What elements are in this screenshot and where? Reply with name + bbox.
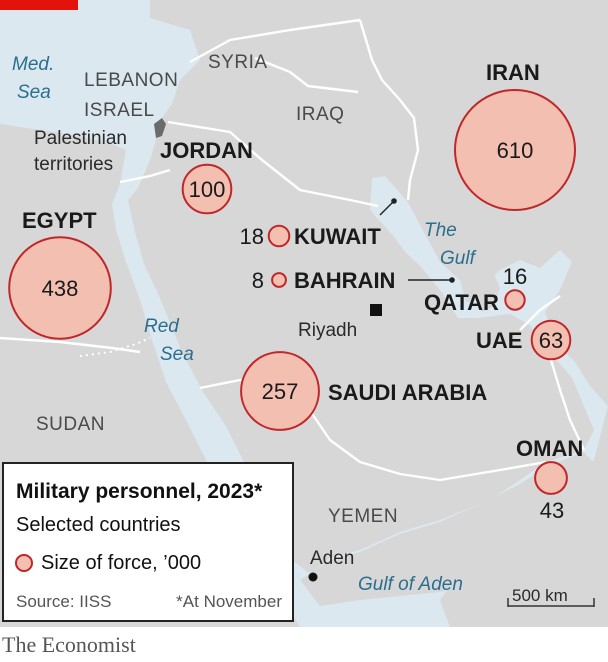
value-egypt: 438 [42, 276, 79, 301]
label-palestinian-1: Palestinian [34, 128, 127, 149]
value-oman: 43 [540, 498, 564, 523]
bubble-kuwait [267, 224, 291, 248]
value-saudi-arabia: 257 [262, 379, 299, 404]
aden-marker [308, 572, 318, 582]
bubble-saudi-arabia [240, 351, 320, 431]
bubble-qatar [504, 289, 526, 311]
label-sudan: SUDAN [36, 414, 105, 435]
label-palestinian-2: territories [34, 154, 113, 175]
legend-subtitle: Selected countries [16, 514, 181, 536]
disputed-border [79, 337, 151, 357]
value-kuwait: 18 [240, 224, 264, 249]
label-red-sea-1: Red [144, 316, 180, 337]
bubble-jordan [181, 163, 233, 215]
economist-red-tab [0, 0, 78, 10]
value-iran: 610 [497, 138, 534, 163]
label-qatar: QATAR [424, 290, 499, 315]
label-red-sea-2: Sea [160, 344, 194, 365]
land-yemen [300, 452, 608, 606]
riyadh-marker [370, 304, 382, 316]
label-israel: ISRAEL [84, 100, 155, 121]
label-lebanon: LEBANON [84, 70, 178, 91]
label-gulf-of-aden: Gulf of Aden [358, 574, 463, 595]
label-saudi-arabia: SAUDI ARABIA [328, 380, 487, 405]
value-qatar: 16 [503, 264, 527, 289]
palestinian-territories-shape [154, 118, 166, 138]
label-bahrain: BAHRAIN [294, 268, 395, 293]
label-uae: UAE [476, 328, 522, 353]
legend-title: Military personnel, 2023* [16, 480, 263, 503]
label-egypt: EGYPT [22, 208, 97, 233]
legend-key-label: Size of force, ’000 [41, 552, 202, 574]
legend-circle-icon [15, 554, 33, 572]
value-jordan: 100 [189, 177, 226, 202]
label-jordan: JORDAN [160, 138, 253, 163]
economist-logo: The Economist [2, 632, 136, 657]
bahrain-leader-dot [449, 277, 455, 283]
bubble-uae [530, 319, 572, 361]
legend-source: Source: IISS [16, 592, 112, 611]
kuwait-leader-dot [391, 198, 397, 204]
label-oman: OMAN [516, 436, 583, 461]
label-syria: SYRIA [208, 52, 268, 73]
bubble-oman [534, 461, 568, 495]
label-yemen: YEMEN [328, 506, 398, 527]
scale-bar-label: 500 km [512, 586, 568, 605]
label-med-sea-1: Med. [12, 54, 54, 75]
label-the-gulf-2: Gulf [440, 248, 477, 269]
bubble-egypt [8, 236, 112, 340]
label-riyadh: Riyadh [298, 320, 357, 341]
bubble-iran [454, 89, 576, 211]
label-aden: Aden [310, 548, 354, 569]
legend: Military personnel, 2023* Selected count… [2, 462, 294, 622]
bubble-bahrain [271, 272, 287, 288]
label-iran: IRAN [486, 60, 540, 85]
label-kuwait: KUWAIT [294, 224, 381, 249]
legend-note: *At November [176, 592, 282, 611]
label-the-gulf-1: The [424, 220, 457, 241]
leader-lines [379, 200, 452, 281]
label-iraq: IRAQ [296, 104, 344, 125]
value-uae: 63 [539, 328, 563, 353]
land-qatar [476, 274, 500, 312]
scale-bar [507, 598, 595, 607]
label-med-sea-2: Sea [17, 82, 51, 103]
bubbles [8, 89, 576, 495]
value-bahrain: 8 [252, 268, 264, 293]
